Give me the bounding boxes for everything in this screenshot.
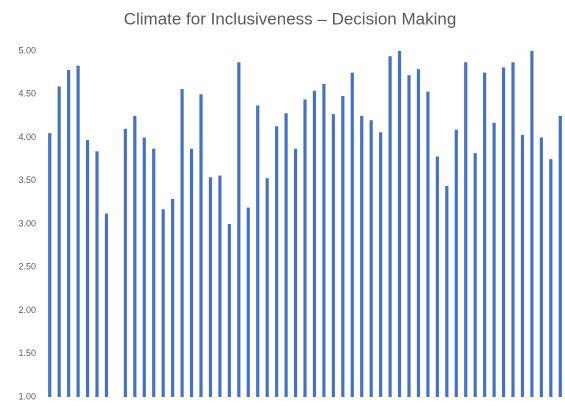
bar [312, 90, 317, 397]
bar [501, 67, 506, 397]
bar [180, 89, 184, 397]
bar [48, 133, 52, 398]
bar [416, 69, 421, 397]
bar [483, 72, 487, 397]
bar [341, 95, 345, 397]
bar [104, 213, 109, 397]
bar [189, 148, 194, 397]
bar [171, 198, 175, 397]
bar [152, 148, 156, 397]
bar [369, 120, 373, 397]
bar [161, 209, 165, 397]
bar [445, 185, 449, 397]
bar [208, 177, 213, 397]
bar [464, 62, 468, 398]
bar [426, 91, 430, 397]
bar [473, 153, 477, 397]
bar [350, 72, 354, 397]
bar [539, 137, 543, 397]
y-tick-label: 3.00 [18, 218, 36, 228]
chart-title: Climate for Inclusiveness – Decision Mak… [124, 9, 457, 28]
bar [67, 70, 71, 397]
bar [123, 128, 127, 397]
y-tick-label: 2.50 [18, 262, 36, 272]
bar [227, 224, 231, 397]
y-tick-label: 1.50 [18, 348, 36, 358]
bar [218, 175, 222, 397]
y-tick-label: 3.50 [18, 175, 36, 185]
bar [303, 99, 307, 397]
bar [85, 140, 90, 397]
bar [322, 83, 326, 398]
bar [454, 129, 458, 397]
bar [237, 62, 241, 398]
bar [256, 105, 260, 398]
bar [331, 114, 335, 398]
y-tick-label: 2.00 [18, 305, 36, 315]
y-tick-label: 5.00 [18, 45, 36, 55]
bar [558, 115, 562, 397]
bar [284, 113, 288, 397]
bar [435, 156, 439, 397]
bar [407, 75, 411, 397]
bar [133, 115, 137, 397]
bar [142, 137, 146, 397]
y-tick-label: 1.00 [18, 391, 36, 401]
bar [549, 159, 553, 397]
y-tick-label: 4.50 [18, 89, 36, 99]
bar [520, 134, 525, 397]
bar [246, 207, 250, 397]
bar [397, 51, 402, 397]
bar [492, 122, 496, 398]
bar [265, 178, 269, 397]
bar [57, 86, 61, 397]
bar [95, 151, 99, 397]
bar [379, 132, 383, 397]
bar [388, 56, 392, 397]
bar [293, 148, 298, 397]
bar [511, 62, 515, 398]
bar [199, 94, 203, 397]
bar [360, 115, 364, 397]
bar [275, 126, 279, 397]
bar [530, 51, 534, 397]
bar [76, 65, 80, 397]
y-tick-label: 4.00 [18, 132, 36, 142]
